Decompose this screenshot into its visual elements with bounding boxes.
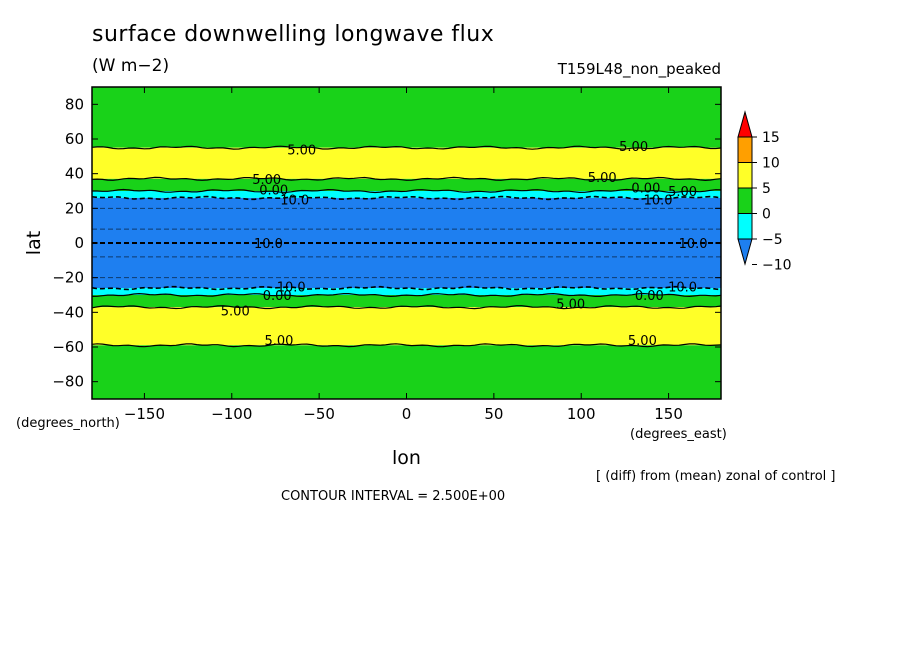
contour-label-15: 5.00 <box>556 298 585 313</box>
x-tick-label: 0 <box>402 405 412 423</box>
band-2 <box>92 178 721 191</box>
colorbar-top-arrow <box>737 110 753 138</box>
contour-line-5 <box>92 292 721 298</box>
contour-label-12: 10.0 <box>668 280 697 295</box>
x-units-label: (degrees_east) <box>630 427 727 442</box>
y-axis-label: lat <box>23 231 45 255</box>
colorbar-swatch-2 <box>737 187 753 214</box>
x-tick-label: 150 <box>654 405 683 423</box>
y-tick-label: 20 <box>65 199 84 217</box>
contour-label-2: 5.00 <box>252 173 281 188</box>
colorbar-swatch-0 <box>737 136 753 163</box>
contour-label-1: 5.00 <box>619 140 648 155</box>
x-tick-label: −50 <box>303 405 335 423</box>
colorbar-label: 0 <box>762 207 771 223</box>
y-tick-label: −20 <box>52 269 84 287</box>
contour-line-0 <box>92 145 721 150</box>
contour-lines <box>92 145 721 348</box>
diff-note: [ (diff) from (mean) zonal of control ] <box>596 469 836 484</box>
contour-label-13: 0.00 <box>263 289 292 304</box>
contour-label-11: 10.0 <box>277 280 306 295</box>
x-tick-label: 100 <box>567 405 596 423</box>
y-tick-label: −40 <box>52 303 84 321</box>
contour-label-14: 0.00 <box>635 289 664 304</box>
units-label: (W m−2) <box>92 56 170 76</box>
y-tick-label: 80 <box>65 95 84 113</box>
band-0 <box>92 87 721 148</box>
colorbar: 15 10 5 0 −5 −10 <box>737 110 792 274</box>
x-tick-label: −100 <box>211 405 252 423</box>
band-6 <box>92 295 721 308</box>
y-tick-label: −80 <box>52 373 84 391</box>
contour-line-3 <box>92 195 721 201</box>
contour-line-2 <box>92 188 721 194</box>
x-tick-label: −150 <box>124 405 165 423</box>
contour-label-17: 5.00 <box>264 334 293 349</box>
contour-label-8: 10.0 <box>644 194 673 209</box>
band-1 <box>92 147 721 179</box>
x-tick-label: 50 <box>484 405 503 423</box>
contour-label-16: 5.00 <box>221 305 250 320</box>
contour-line-1 <box>92 176 721 182</box>
band-5 <box>92 288 721 295</box>
contour-label-10: 10.0 <box>679 237 708 252</box>
band-8 <box>92 345 721 399</box>
y-units-label: (degrees_north) <box>16 416 120 431</box>
contour-label-6: 5.00 <box>668 185 697 200</box>
run-id-label: T159L48_non_peaked <box>557 60 721 78</box>
contour-label-5: 0.00 <box>631 182 660 197</box>
colorbar-swatch-3 <box>737 213 753 240</box>
colorbar-swatch-1 <box>737 162 753 189</box>
y-tick-label: 40 <box>65 165 84 183</box>
x-axis: −150 −100 −50 0 50 100 150 lon (degrees_east) <box>124 87 727 469</box>
contour-line-7 <box>92 343 721 348</box>
contour-label-18: 5.00 <box>628 334 657 349</box>
contour-line-6 <box>92 305 721 310</box>
colorbar-label: −5 <box>762 232 783 248</box>
contour-label-3: 5.00 <box>588 171 617 186</box>
contour-label-9: 10.0 <box>254 237 283 252</box>
colorbar-bottom-arrow <box>737 238 753 266</box>
contour-line-4 <box>92 285 721 291</box>
band-7 <box>92 307 721 346</box>
plot-title: surface downwelling longwave flux <box>92 22 495 47</box>
contour-label-7: 10.0 <box>280 194 309 209</box>
y-tick-label: −60 <box>52 338 84 356</box>
y-tick-label: 60 <box>65 130 84 148</box>
colorbar-label: 5 <box>762 181 771 197</box>
colorbar-label: 15 <box>762 130 780 146</box>
y-tick-label: 0 <box>74 234 84 252</box>
x-axis-label: lon <box>392 447 421 469</box>
y-axis: 80 60 40 20 0 −20 −40 −60 −80 lat (degrees_north) <box>16 95 721 431</box>
colorbar-label: 10 <box>762 156 780 172</box>
contour-label-4: 0.00 <box>259 183 288 198</box>
band-3 <box>92 191 721 198</box>
filled-bands <box>92 87 721 399</box>
contour-interval: CONTOUR INTERVAL = 2.500E+00 <box>281 489 506 504</box>
contour-label-0: 5.00 <box>287 143 316 158</box>
colorbar-label: −10 <box>762 258 792 274</box>
